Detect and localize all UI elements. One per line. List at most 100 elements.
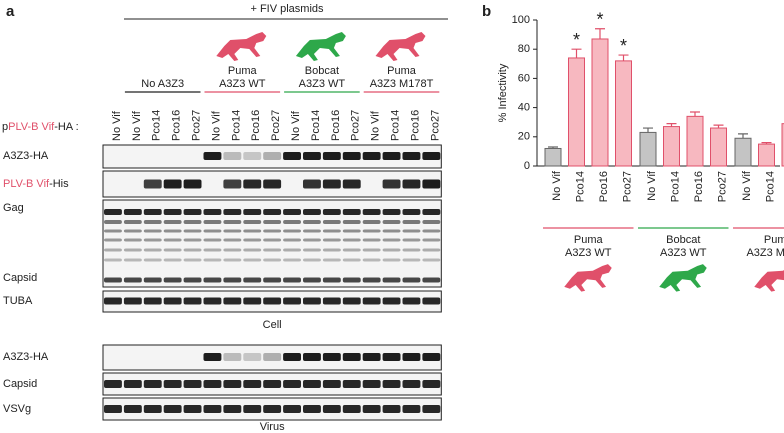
row-label: pPLV-B Vif-HA : [2, 121, 79, 133]
band [422, 380, 441, 388]
y-tick-label: 80 [518, 43, 530, 55]
band [143, 179, 162, 189]
cat-icon [659, 264, 707, 292]
band [203, 220, 222, 224]
x-tick-label: No Vif [741, 170, 753, 201]
band [103, 248, 122, 252]
band [402, 277, 421, 283]
band [243, 209, 262, 215]
band [183, 229, 202, 233]
band [103, 229, 122, 233]
band [183, 179, 202, 189]
band [382, 209, 401, 215]
band [362, 297, 381, 305]
band [322, 277, 341, 283]
x-tick-label: Pco14 [574, 171, 586, 202]
band [143, 380, 162, 388]
lane-label: Pco27 [429, 110, 441, 141]
band [223, 353, 242, 361]
band [402, 248, 421, 252]
band [223, 405, 242, 413]
band [223, 238, 242, 242]
band [183, 209, 202, 215]
group-label: No A3Z3 [141, 78, 184, 90]
bar [710, 127, 727, 167]
band [382, 238, 401, 242]
band [123, 229, 142, 233]
band [302, 209, 321, 215]
band [143, 220, 162, 224]
band [243, 220, 262, 224]
band [322, 405, 341, 413]
band [302, 238, 321, 242]
band [263, 229, 282, 233]
band [362, 258, 381, 262]
band [243, 277, 262, 283]
lane-label: No Vif [290, 110, 302, 141]
y-tick-label: 20 [518, 131, 530, 143]
band [203, 380, 222, 388]
blot-label: A3Z3-HA [3, 351, 49, 363]
lane-label: Pco16 [171, 110, 183, 141]
band [362, 380, 381, 388]
x-tick-label: Pco14 [764, 171, 776, 202]
band [302, 258, 321, 262]
lane-label: Pco14 [389, 110, 401, 141]
band [422, 248, 441, 252]
band [382, 297, 401, 305]
band [263, 209, 282, 215]
band [223, 248, 242, 252]
band [382, 152, 401, 160]
y-tick-label: 40 [518, 102, 530, 114]
band [263, 258, 282, 262]
lane-label: Pco14 [151, 110, 163, 141]
y-axis-label: % Infectivity [497, 63, 509, 122]
band [302, 152, 321, 160]
band [263, 238, 282, 242]
group-label: Bobcat [305, 65, 339, 77]
band [362, 220, 381, 224]
cat-icon [295, 32, 346, 61]
band [283, 277, 302, 283]
y-tick-label: 60 [518, 72, 530, 84]
band [103, 209, 122, 215]
band [123, 380, 142, 388]
bar [734, 137, 752, 167]
band [163, 220, 182, 224]
y-tick-label: 100 [512, 14, 530, 26]
bar [686, 115, 704, 167]
band [203, 229, 222, 233]
band [123, 209, 142, 215]
band [402, 353, 421, 361]
band [342, 353, 361, 361]
band [422, 297, 441, 305]
band [123, 258, 142, 262]
x-tick-label: Pco14 [669, 171, 681, 202]
blot-label-part: PLV-B Vif [3, 178, 50, 190]
band [263, 380, 282, 388]
band [143, 209, 162, 215]
lane-label: Pco16 [409, 110, 421, 141]
band [342, 209, 361, 215]
band [163, 297, 182, 305]
band [103, 380, 122, 388]
band [163, 277, 182, 283]
band [322, 220, 341, 224]
band [283, 353, 302, 361]
lane-label: Pco16 [330, 110, 342, 141]
x-tick-label: Pco27 [716, 171, 728, 202]
band [322, 258, 341, 262]
band [422, 238, 441, 242]
band [402, 405, 421, 413]
blot-label: VSVg [3, 403, 31, 415]
lane-label: Pco14 [310, 110, 322, 141]
panel-letter: a [6, 3, 15, 20]
band [402, 238, 421, 242]
section-label: Virus [260, 421, 285, 433]
band [163, 248, 182, 252]
x-tick-label: Pco16 [693, 171, 705, 202]
band [302, 179, 321, 189]
band [143, 229, 162, 233]
band [362, 152, 381, 160]
band [263, 353, 282, 361]
